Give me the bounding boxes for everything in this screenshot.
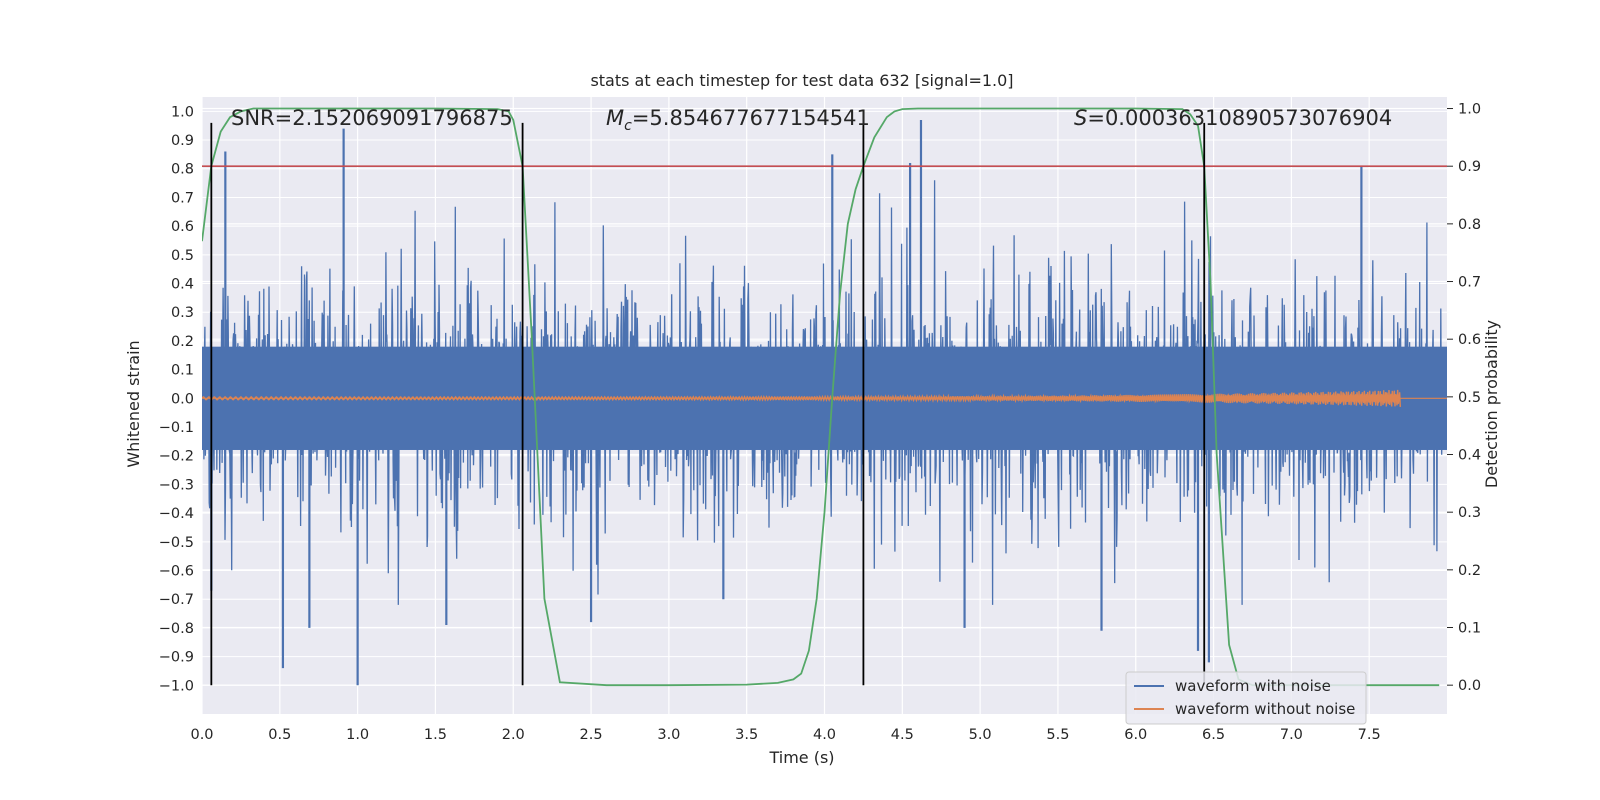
legend-label-waveform-without-noise: waveform without noise: [1175, 700, 1355, 718]
x-tick-label: 1.5: [424, 727, 447, 743]
y-right-tick-label: 0.5: [1458, 390, 1481, 406]
x-tick-label: 0.0: [190, 727, 213, 743]
x-tick-label: 2.5: [580, 727, 603, 743]
x-tick-label: 6.0: [1124, 727, 1147, 743]
y-left-tick-label: −0.1: [159, 420, 194, 436]
annotation-chirp-mass-symbol: M: [606, 106, 624, 130]
y-left-tick-label: −0.4: [159, 506, 194, 522]
x-tick-label: 7.0: [1280, 727, 1303, 743]
x-tick-label: 4.0: [813, 727, 836, 743]
legend-label-waveform-with-noise: waveform with noise: [1175, 677, 1331, 695]
y-left-tick-label: 0.2: [171, 334, 194, 350]
y-right-tick-label: 0.8: [1458, 217, 1481, 233]
x-tick-label: 7.5: [1358, 727, 1381, 743]
y-right-tick-label: 0.3: [1458, 505, 1481, 521]
y-left-tick-label: 0.1: [171, 363, 194, 379]
x-tick-label: 2.0: [502, 727, 525, 743]
y-left-tick-label: 0.8: [171, 162, 194, 178]
y-right-tick-label: 0.2: [1458, 563, 1481, 579]
x-tick-label: 4.5: [891, 727, 914, 743]
y-right-tick-label: 0.7: [1458, 275, 1481, 291]
annotation-chirp-mass: Mc=5.854677677154541: [606, 106, 870, 134]
x-tick-label: 3.0: [657, 727, 680, 743]
y-left-tick-label: 0.0: [171, 391, 194, 407]
y-left-tick-label: 0.6: [171, 219, 194, 235]
annotation-significance-symbol: S: [1074, 106, 1087, 130]
annotation-significance: S=0.00036310890573076904: [1074, 106, 1392, 130]
y-right-axis-label: Detection probability: [1482, 320, 1501, 488]
x-tick-label: 5.5: [1046, 727, 1069, 743]
annotation-chirp-mass-value: =5.854677677154541: [632, 106, 870, 130]
y-left-tick-label: −0.3: [159, 477, 194, 493]
x-tick-label: 6.5: [1202, 727, 1225, 743]
y-left-tick-label: −0.2: [159, 449, 194, 465]
series-waveform-without-noise: [202, 389, 1447, 407]
y-left-tick-label: −0.5: [159, 535, 194, 551]
annotation-snr: SNR=2.152069091796875: [231, 106, 513, 130]
y-left-tick-label: −1.0: [159, 678, 194, 694]
y-left-axis-label: Whitened strain: [124, 340, 143, 467]
y-left-tick-label: −0.8: [159, 621, 194, 637]
chart-title: stats at each timestep for test data 632…: [590, 71, 1013, 90]
legend-box: [1125, 671, 1367, 725]
x-tick-label: 3.5: [735, 727, 758, 743]
y-left-tick-label: 0.4: [171, 277, 194, 293]
y-right-axis-ticks: 0.0 0.1 0.2 0.3 0.4 0.5 0.6 0.7 0.8 0.9 1.0: [1447, 102, 1481, 694]
x-axis-ticks: 0.0 0.5 1.0 1.5 2.0 2.5 3.0 3.5 4.0 4.5 5.0 5.5 6.0 6…: [190, 727, 1380, 743]
y-right-tick-label: 0.4: [1458, 448, 1481, 464]
y-left-tick-label: 1.0: [171, 104, 194, 120]
y-right-tick-label: 1.0: [1458, 102, 1481, 118]
y-right-tick-label: 0.9: [1458, 159, 1481, 175]
annotation-chirp-mass-subscript: c: [624, 118, 632, 134]
y-right-tick-label: 0.1: [1458, 621, 1481, 637]
detection-probability-line: [202, 107, 1440, 687]
x-axis-label: Time (s): [768, 748, 834, 767]
y-right-tick-label: 0.0: [1458, 678, 1481, 694]
series-detection-probability: [202, 107, 1440, 687]
y-left-axis-ticks: −1.0 −0.9 −0.8 −0.7 −0.6 −0.5 −0.4 −0.3 −0.2 −0.1…: [159, 104, 194, 694]
y-right-tick-label: 0.6: [1458, 332, 1481, 348]
y-left-tick-label: 0.9: [171, 133, 194, 149]
x-tick-label: 1.0: [346, 727, 369, 743]
legend: waveform with noise waveform without noi…: [1125, 671, 1367, 725]
vertical-lines: [210, 122, 1206, 686]
y-left-tick-label: −0.6: [159, 564, 194, 580]
annotation-significance-value: =0.00036310890573076904: [1087, 106, 1392, 130]
x-tick-label: 0.5: [268, 727, 291, 743]
y-left-tick-label: 0.3: [171, 305, 194, 321]
y-left-tick-label: −0.9: [159, 650, 194, 666]
y-left-tick-label: 0.7: [171, 190, 194, 206]
y-left-tick-label: 0.5: [171, 248, 194, 264]
x-tick-label: 5.0: [969, 727, 992, 743]
y-left-tick-label: −0.7: [159, 592, 194, 608]
